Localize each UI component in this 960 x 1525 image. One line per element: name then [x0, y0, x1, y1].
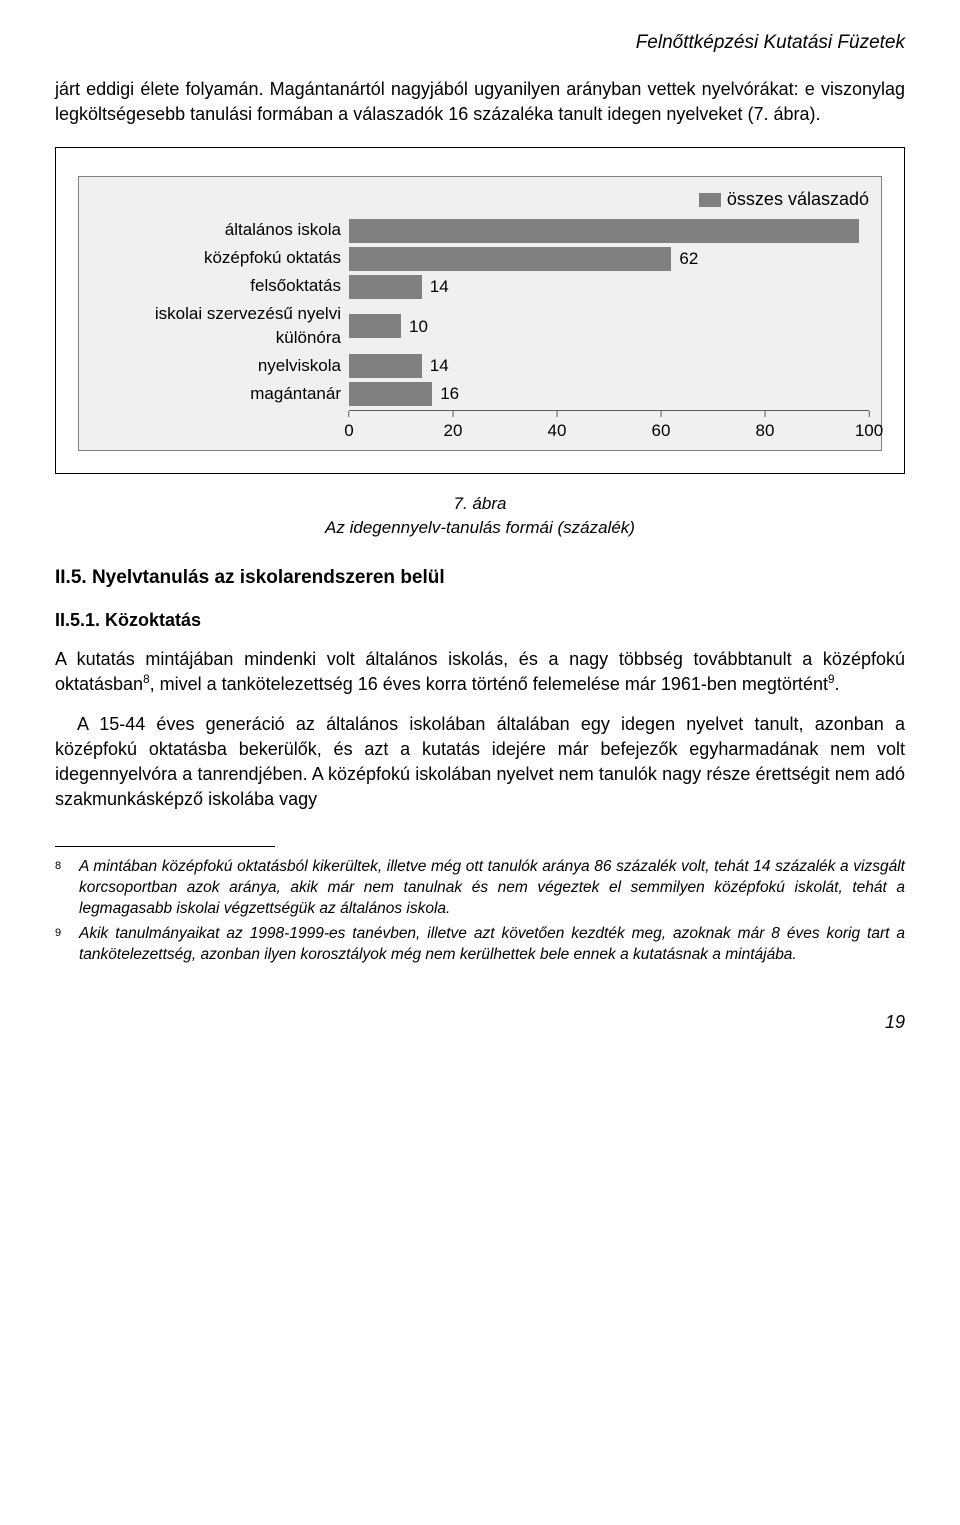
- bar-value: 14: [430, 275, 449, 299]
- bar-fill: [349, 247, 671, 271]
- axis-tick: 40: [548, 411, 567, 443]
- chart-legend: összes válaszadó: [91, 187, 869, 212]
- para2-part-c: .: [834, 674, 839, 694]
- bar-fill: [349, 275, 422, 299]
- footnote-number: 8: [55, 857, 79, 920]
- axis-tick: 100: [855, 411, 883, 443]
- bar-fill: [349, 219, 859, 243]
- page-number: 19: [55, 1010, 905, 1035]
- figure-caption: 7. ábra Az idegennyelv-tanulás formái (s…: [55, 492, 905, 540]
- caption-text: Az idegennyelv-tanulás formái (százalék): [325, 518, 635, 537]
- x-axis: 020406080100: [91, 410, 869, 438]
- bar-row: iskolai szervezésű nyelvi különóra 10: [91, 302, 869, 350]
- bar-fill: [349, 382, 432, 406]
- bar-track: 10: [349, 314, 869, 338]
- footnotes-block: 8A mintában középfokú oktatásból kikerül…: [55, 857, 905, 966]
- bar-label: felsőoktatás: [91, 274, 349, 298]
- paragraph-intro: járt eddigi élete folyamán. Magántanártó…: [55, 77, 905, 127]
- axis-tick: 20: [444, 411, 463, 443]
- legend-swatch: [699, 193, 721, 207]
- legend-label: összes válaszadó: [727, 189, 869, 209]
- bar-row: nyelviskola 14: [91, 354, 869, 378]
- axis-tick: 80: [756, 411, 775, 443]
- bar-track: 98: [349, 218, 869, 242]
- bar-label: középfokú oktatás: [91, 246, 349, 270]
- paragraph-3: A 15-44 éves generáció az általános isko…: [55, 712, 905, 813]
- axis-tick: 60: [652, 411, 671, 443]
- bar-fill: [349, 314, 401, 338]
- caption-number: 7. ábra: [454, 494, 507, 513]
- footnote-text: A mintában középfokú oktatásból kikerült…: [79, 857, 905, 920]
- paragraph-2: A kutatás mintájában mindenki volt által…: [55, 647, 905, 697]
- axis-ticks: 020406080100: [349, 410, 869, 438]
- bar-track: 14: [349, 274, 869, 298]
- bar-row: középfokú oktatás 62: [91, 246, 869, 270]
- bar-value: 62: [679, 247, 698, 271]
- bar-label: nyelviskola: [91, 354, 349, 378]
- bar-value: 16: [440, 382, 459, 406]
- chart-area: összes válaszadó általános iskola98közép…: [78, 176, 882, 451]
- bar-value: 14: [430, 354, 449, 378]
- bar-track: 16: [349, 382, 869, 406]
- chart-frame: összes válaszadó általános iskola98közép…: [55, 147, 905, 474]
- bar-row: magántanár 16: [91, 382, 869, 406]
- section-heading: II.5. Nyelvtanulás az iskolarendszeren b…: [55, 565, 905, 592]
- bar-row: általános iskola98: [91, 218, 869, 242]
- bar-row: felsőoktatás 14: [91, 274, 869, 298]
- axis-tick: 0: [344, 411, 353, 443]
- bar-label: iskolai szervezésű nyelvi különóra: [91, 302, 349, 350]
- footnote: 9Akik tanulmányaikat az 1998-1999-es tan…: [55, 924, 905, 966]
- bar-label: magántanár: [91, 382, 349, 406]
- footnote-text: Akik tanulmányaikat az 1998-1999-es tané…: [79, 924, 905, 966]
- running-header: Felnőttképzési Kutatási Füzetek: [55, 30, 905, 57]
- para2-part-b: , mivel a tankötelezettség 16 éves korra…: [150, 674, 828, 694]
- bar-fill: [349, 354, 422, 378]
- bar-value: 10: [409, 315, 428, 339]
- bar-track: 14: [349, 354, 869, 378]
- footnote: 8A mintában középfokú oktatásból kikerül…: [55, 857, 905, 920]
- footnote-number: 9: [55, 924, 79, 966]
- axis-spacer: [91, 410, 349, 438]
- bar-container: általános iskola98középfokú oktatás62fel…: [91, 218, 869, 406]
- bar-track: 62: [349, 246, 869, 270]
- footnote-separator: [55, 846, 275, 847]
- subsection-heading: II.5.1. Közoktatás: [55, 608, 905, 633]
- bar-label: általános iskola: [91, 218, 349, 242]
